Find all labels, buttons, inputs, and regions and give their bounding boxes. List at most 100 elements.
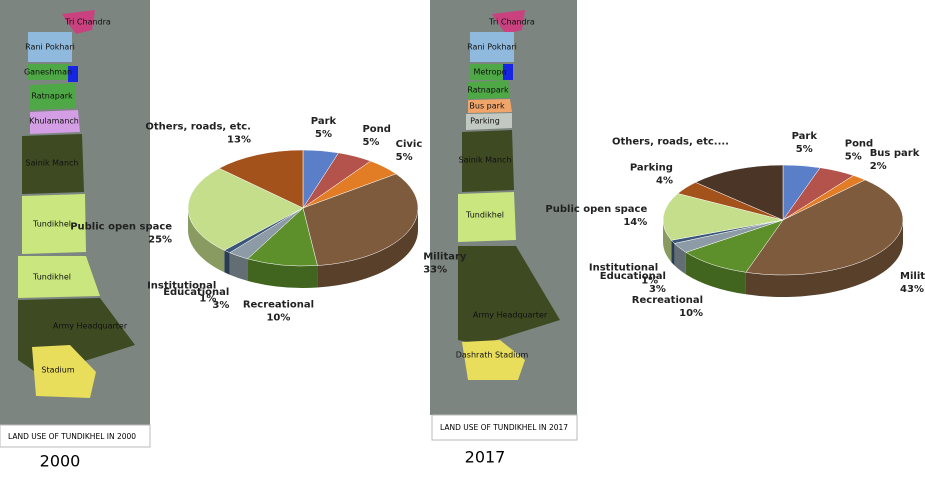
map-label: Bus park	[469, 102, 505, 111]
map-label: Dashrath Stadium	[456, 351, 529, 360]
category-label: Pond	[845, 139, 873, 150]
map-caption: LAND USE OF TUNDIKHEL IN 2017	[440, 423, 568, 432]
category-label: Recreational	[632, 295, 703, 306]
zone	[18, 256, 100, 298]
value-label: 43%	[900, 284, 924, 295]
value-label: 2%	[870, 161, 887, 172]
category-label: Educational	[163, 287, 229, 298]
category-label: Institutional	[147, 281, 216, 292]
slice-side	[745, 220, 904, 297]
slice-side	[671, 240, 675, 266]
value-label: 33%	[423, 265, 447, 276]
value-label: 4%	[656, 176, 673, 187]
caption-box	[0, 424, 151, 448]
map-label: Ratnapark	[31, 92, 73, 101]
map-label: Ratnapark	[467, 86, 509, 95]
map-2017: LAND USE OF TUNDIKHEL IN 2017 2017	[430, 0, 578, 467]
slice	[302, 173, 419, 266]
slice	[218, 149, 304, 209]
category-label: Civic	[396, 139, 423, 150]
value-label: 3%	[649, 284, 666, 295]
value-label: 10%	[266, 313, 290, 324]
zone	[458, 246, 560, 345]
zone	[462, 130, 514, 192]
value-label: 1%	[199, 294, 216, 305]
map-label: Rani Pokhari	[467, 43, 517, 52]
zone	[462, 340, 525, 380]
slice-side	[674, 243, 686, 275]
slice-side	[317, 208, 418, 288]
slice	[685, 219, 784, 273]
map-label: Tundikhel	[32, 220, 71, 229]
map-label: Army Headquarter	[473, 311, 548, 320]
zone	[30, 110, 80, 134]
zone	[458, 192, 516, 242]
map-label: Metropo	[474, 68, 507, 77]
zone	[470, 64, 506, 80]
category-label: Military	[423, 252, 467, 263]
value-label: 5%	[315, 129, 332, 140]
category-label: Others, roads, etc....	[612, 136, 729, 147]
slice-side	[224, 250, 230, 275]
category-label: Others, roads, etc.	[145, 122, 251, 133]
zone	[68, 66, 78, 82]
caption-box	[431, 414, 578, 441]
value-label: 5%	[362, 137, 379, 148]
zone	[32, 345, 96, 398]
category-label: Institutional	[589, 262, 658, 273]
year-label: 2017	[465, 448, 506, 467]
value-label: 10%	[679, 308, 703, 319]
map-label: Sainik Manch	[25, 159, 78, 168]
value-label: 25%	[148, 235, 172, 246]
year-label: 2000	[40, 452, 81, 471]
category-label: Park	[311, 116, 337, 127]
zone	[492, 10, 525, 34]
value-label: 14%	[623, 217, 647, 228]
slice	[247, 207, 318, 267]
slice	[745, 179, 904, 276]
map-label: Rani Pokhari	[25, 43, 75, 52]
slice	[694, 164, 784, 221]
slice-side	[685, 252, 746, 295]
value-label: 3%	[212, 300, 229, 311]
slice	[187, 168, 304, 251]
value-label: 1%	[641, 275, 658, 286]
zone	[30, 83, 76, 110]
map-label: Tundikhel	[465, 211, 504, 220]
category-label: Educational	[600, 271, 666, 282]
zone	[28, 32, 72, 62]
category-label: Parking	[630, 163, 673, 174]
map-caption: LAND USE OF TUNDIKHEL IN 2000	[8, 432, 136, 441]
category-label: Pond	[362, 124, 390, 135]
category-label: Park	[792, 131, 818, 142]
zone	[468, 80, 510, 99]
zone	[503, 64, 513, 80]
zone	[470, 32, 514, 62]
map-label: Parking	[470, 117, 500, 126]
map-label: Ganeshman	[24, 68, 72, 77]
map-label: Tundikhel	[32, 273, 71, 282]
map-2000: LAND USE OF TUNDIKHEL IN 2000 2000	[0, 0, 151, 471]
category-label: Recreational	[243, 300, 314, 311]
value-label: 13%	[227, 135, 251, 146]
value-label: 5%	[396, 152, 413, 163]
category-label: Public open space	[70, 222, 172, 233]
zone	[62, 10, 95, 34]
map-label: Sainik Manch	[458, 156, 511, 165]
map-label: Army Headquarter	[53, 322, 128, 331]
zone	[22, 134, 84, 194]
slice	[662, 193, 784, 241]
category-label: Military	[900, 271, 925, 282]
slice-side	[229, 252, 248, 281]
zone	[468, 99, 512, 113]
zone	[466, 113, 512, 130]
value-label: 5%	[845, 152, 862, 163]
map-label: Tri Chandra	[64, 18, 111, 27]
zone	[28, 64, 70, 80]
category-label: Bus park	[870, 148, 920, 159]
zone	[22, 194, 86, 254]
category-label: Public open space	[545, 204, 647, 215]
map-label: Khulamanch	[29, 117, 79, 126]
